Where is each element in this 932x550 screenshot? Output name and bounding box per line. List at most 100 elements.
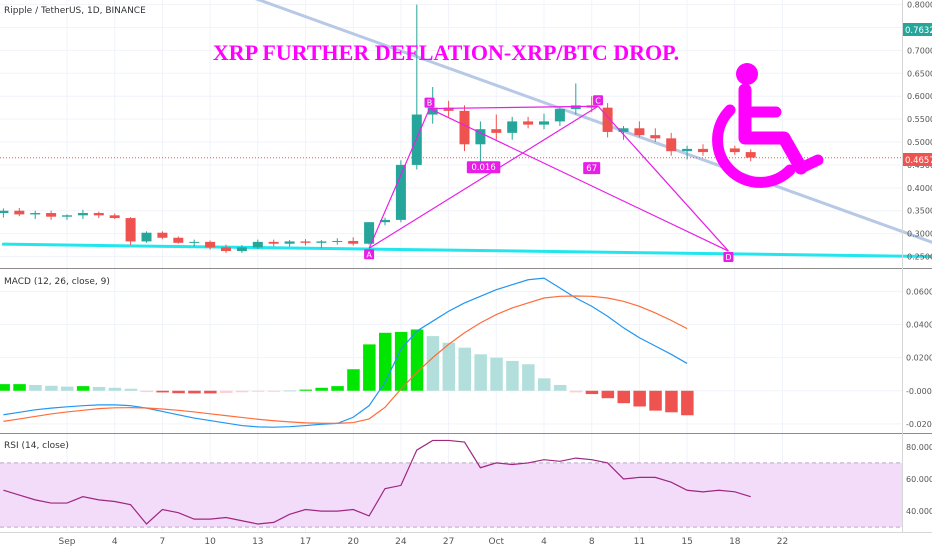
candle-body[interactable] [284, 241, 295, 244]
last-price-tag: 0.46570 [903, 153, 932, 166]
macd-histogram-bar [601, 390, 615, 399]
candle-body[interactable] [523, 121, 534, 125]
time-tick-label: 4 [112, 537, 118, 547]
candle-body[interactable] [459, 110, 470, 145]
signal-line [3, 295, 688, 424]
pattern-diagonal-ac [368, 105, 599, 249]
macd-histogram-bar [45, 385, 58, 391]
macd-histogram-bar [442, 342, 456, 391]
macd-histogram-bar [315, 387, 328, 391]
symbol-title: Ripple / TetherUS, 1D, BINANCE [4, 6, 146, 16]
time-tick-label: 8 [589, 537, 595, 547]
time-tick-label: 13 [252, 537, 263, 547]
candle-body[interactable] [634, 128, 645, 136]
rsi-band [0, 462, 902, 528]
candle-body[interactable] [411, 114, 422, 165]
candle-body[interactable] [157, 232, 168, 238]
candle-body[interactable] [348, 240, 359, 244]
macd-histogram-bar [649, 390, 662, 411]
candle-body[interactable] [77, 213, 88, 216]
candle-body[interactable] [0, 210, 9, 214]
candle-body[interactable] [30, 213, 41, 215]
macd-histogram-bar [490, 357, 503, 391]
macd-histogram-bar [76, 386, 90, 391]
pattern-point-label: B [427, 99, 433, 108]
candle-body[interactable] [316, 241, 327, 243]
candle-body[interactable] [268, 241, 279, 244]
pattern-point-marker [424, 97, 435, 108]
candle-body[interactable] [109, 215, 120, 219]
candle-body[interactable] [539, 121, 549, 125]
candle-body[interactable] [189, 241, 200, 243]
pattern-ratio-label: 0.016 [471, 163, 495, 173]
macd-histogram-bar [617, 390, 630, 404]
candle-body[interactable] [602, 107, 613, 132]
macd-histogram-bar [522, 364, 535, 391]
candle-body[interactable] [300, 241, 311, 243]
macd-tick-label: 0.0400 [906, 320, 932, 329]
macd-histogram-bar [0, 384, 10, 391]
price-tick-label: 0.65000 [907, 69, 932, 78]
candle-body[interactable] [332, 240, 343, 242]
candle-body[interactable] [46, 213, 57, 217]
candle-body[interactable] [507, 121, 518, 133]
headline-annotation: XRP FURTHER DEFLATION-XRP/BTC DROP. [213, 40, 679, 65]
candle-body[interactable] [62, 215, 72, 217]
candle-body[interactable] [475, 129, 486, 145]
support-trendline [1, 242, 932, 259]
time-tick-label: 18 [729, 537, 741, 547]
candle-body[interactable] [729, 148, 740, 153]
candle-body[interactable] [570, 105, 581, 110]
macd-histogram-bar [283, 390, 297, 392]
candle-body[interactable] [443, 107, 454, 111]
time-tick-label: 7 [160, 537, 166, 547]
candle-body[interactable] [93, 213, 104, 216]
candle-body[interactable] [252, 241, 263, 248]
candle-body[interactable] [682, 148, 693, 152]
last-price-label: 0.46570 [905, 156, 932, 166]
candle-body[interactable] [173, 237, 184, 243]
candle-body[interactable] [236, 247, 247, 252]
macd-histogram-bar [665, 390, 678, 413]
macd-histogram-bar [188, 390, 201, 394]
candle-body[interactable] [666, 138, 677, 152]
candle-body[interactable] [141, 232, 152, 242]
pattern-leg-bc [429, 105, 599, 110]
macd-pane [0, 277, 694, 428]
price-tick-label: 0.35000 [907, 207, 932, 216]
macd-histogram-bar [13, 384, 26, 391]
candle-body[interactable] [125, 218, 136, 242]
candle-body[interactable] [554, 109, 565, 122]
macd-histogram-bar [458, 347, 471, 391]
pattern-point-marker [723, 252, 734, 263]
candle-body[interactable] [364, 222, 375, 244]
time-tick-label: 22 [777, 537, 788, 547]
macd-histogram-bar [140, 390, 153, 393]
current-price-label: 0.76325 [905, 26, 932, 36]
price-tick-label: 0.80000 [907, 1, 932, 10]
time-tick-label: 24 [395, 537, 407, 547]
pattern-point-label: A [366, 250, 372, 259]
pattern-ratio-label: 67 [586, 164, 597, 174]
macd-histogram-bar [569, 390, 583, 393]
time-tick-label: 4 [541, 537, 547, 547]
candle-body[interactable] [205, 241, 216, 248]
candle-body[interactable] [491, 129, 502, 133]
candle-body[interactable] [650, 135, 661, 139]
candle-body[interactable] [221, 247, 231, 252]
candle-body[interactable] [698, 148, 708, 153]
candle-body[interactable] [427, 107, 438, 115]
candle-body[interactable] [395, 164, 406, 220]
pattern-ratio-marker [466, 161, 501, 174]
candle-body[interactable] [14, 210, 25, 215]
candle-body[interactable] [745, 152, 756, 158]
candle-body[interactable] [618, 128, 629, 132]
macd-tick-label: 0.0200 [906, 354, 932, 363]
candle-body[interactable] [380, 219, 390, 223]
macd-histogram-bar [363, 344, 376, 391]
pattern-leg-ab [368, 108, 431, 249]
